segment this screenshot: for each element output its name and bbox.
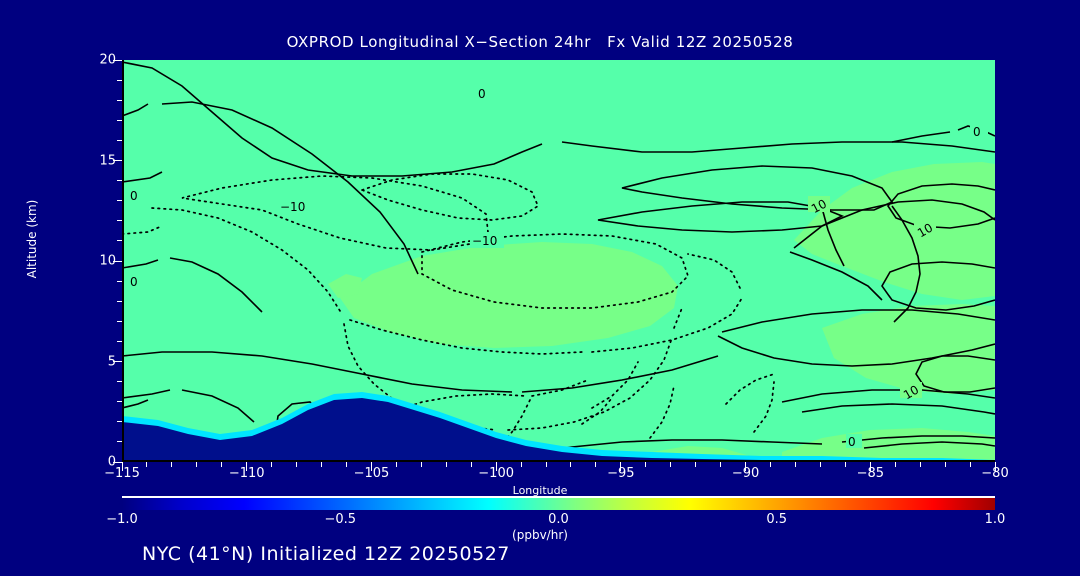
x-tick-label: −115 (104, 466, 140, 481)
x-tick-minor (296, 462, 298, 467)
x-tick-minor (720, 462, 722, 467)
y-tick-major (113, 461, 122, 463)
y-tick-label: 10 (99, 253, 116, 269)
y-tick-minor (117, 220, 122, 222)
x-tick-minor (919, 462, 921, 467)
x-tick-minor (770, 462, 771, 467)
fill-positive-left-small (328, 274, 362, 298)
x-tick-minor (271, 462, 273, 467)
x-tick-major (869, 462, 871, 471)
y-tick-major (113, 59, 122, 61)
x-tick-minor (645, 462, 647, 467)
x-tick-minor (345, 462, 347, 467)
svg-text:10: 10 (809, 197, 829, 217)
x-tick-label: −100 (478, 466, 514, 481)
colorbar-tick-label: 0.0 (548, 512, 569, 527)
x-tick-minor (520, 462, 522, 467)
x-tick-label: −95 (607, 466, 635, 481)
fill-positive-central (340, 242, 678, 348)
x-tick-major (370, 462, 372, 471)
y-tick-minor (117, 401, 122, 403)
y-tick-minor (117, 200, 122, 202)
colorbar (122, 496, 995, 510)
x-tick-label: −85 (856, 466, 884, 481)
svg-text:0: 0 (478, 87, 486, 101)
y-axis-title: Altitude (km) (25, 199, 39, 279)
cross-section-field: 0 0 0 0 −10 −10 10 10 10 10 0 (122, 60, 995, 462)
x-tick-minor (944, 462, 946, 467)
y-tick-minor (117, 381, 122, 383)
y-tick-minor (117, 441, 122, 443)
x-tick-label: −110 (228, 466, 265, 481)
x-tick-minor (595, 462, 597, 467)
colorbar-tick-label: −1.0 (106, 512, 138, 527)
x-tick-minor (695, 462, 697, 467)
x-tick-minor (196, 462, 198, 467)
page-title: OXPROD Longitudinal X−Section 24hr Fx Va… (286, 33, 794, 51)
y-tick-minor (117, 240, 122, 242)
fill-positive-right-mid (822, 304, 995, 394)
y-tick-minor (117, 300, 122, 302)
svg-text:0: 0 (130, 275, 138, 289)
colorbar-tick-label: 0.5 (766, 512, 788, 527)
x-tick-minor (221, 462, 223, 467)
y-tick-minor (117, 340, 122, 342)
svg-text:−10: −10 (472, 234, 497, 248)
x-tick-minor (794, 462, 796, 467)
x-tick-label: −80 (981, 466, 1009, 481)
y-tick-label: 20 (99, 52, 116, 68)
svg-text:0: 0 (973, 125, 981, 139)
svg-text:10: 10 (915, 221, 935, 241)
x-tick-minor (545, 462, 547, 467)
svg-text:10: 10 (901, 383, 921, 403)
x-tick-major (121, 462, 123, 471)
y-tick-minor (117, 79, 122, 81)
x-axis-title: Longitude (512, 484, 568, 497)
x-tick-minor (445, 462, 447, 467)
colorbar-units-label: (ppbv/hr) (512, 528, 568, 542)
y-tick-minor (117, 320, 122, 322)
x-tick-minor (670, 462, 672, 467)
x-tick-major (495, 462, 497, 471)
plot-canvas: 0 0 0 0 −10 −10 10 10 10 10 0 (122, 60, 995, 462)
colorbar-tick-label: 1.0 (984, 512, 1006, 527)
y-tick-minor (117, 119, 122, 121)
y-tick-minor (117, 421, 122, 423)
svg-text:0: 0 (130, 189, 138, 203)
x-tick-minor (470, 462, 472, 467)
x-tick-major (246, 462, 248, 471)
svg-text:−10: −10 (280, 200, 305, 214)
y-tick-minor (117, 280, 122, 282)
x-tick-major (745, 462, 747, 471)
x-tick-minor (395, 462, 397, 467)
x-tick-minor (969, 462, 971, 467)
terrain-mask (122, 398, 995, 462)
x-tick-minor (146, 462, 148, 467)
y-tick-label: 5 (107, 354, 116, 369)
x-tick-label: −90 (731, 466, 760, 481)
y-tick-minor (117, 139, 122, 141)
colorbar-tick-label: −0.5 (324, 512, 357, 527)
contour-dotted-group (122, 173, 775, 457)
x-tick-minor (844, 462, 846, 467)
y-tick-major (113, 361, 122, 362)
y-tick-label: 0 (107, 454, 116, 470)
x-tick-major (620, 462, 622, 471)
x-tick-minor (570, 462, 572, 467)
x-tick-label: −105 (353, 466, 390, 481)
x-tick-minor (321, 462, 323, 467)
x-tick-minor (819, 462, 821, 467)
x-tick-minor (171, 462, 173, 467)
x-tick-minor (894, 462, 896, 467)
y-tick-label: 15 (99, 153, 116, 168)
y-tick-minor (117, 180, 122, 182)
x-tick-minor (420, 462, 422, 467)
x-tick-major (994, 462, 996, 471)
y-tick-minor (117, 99, 122, 101)
y-tick-major (113, 260, 122, 262)
y-tick-major (113, 160, 122, 161)
footer-caption: NYC (41°N) Initialized 12Z 20250527 (142, 543, 510, 565)
svg-text:0: 0 (848, 435, 856, 449)
